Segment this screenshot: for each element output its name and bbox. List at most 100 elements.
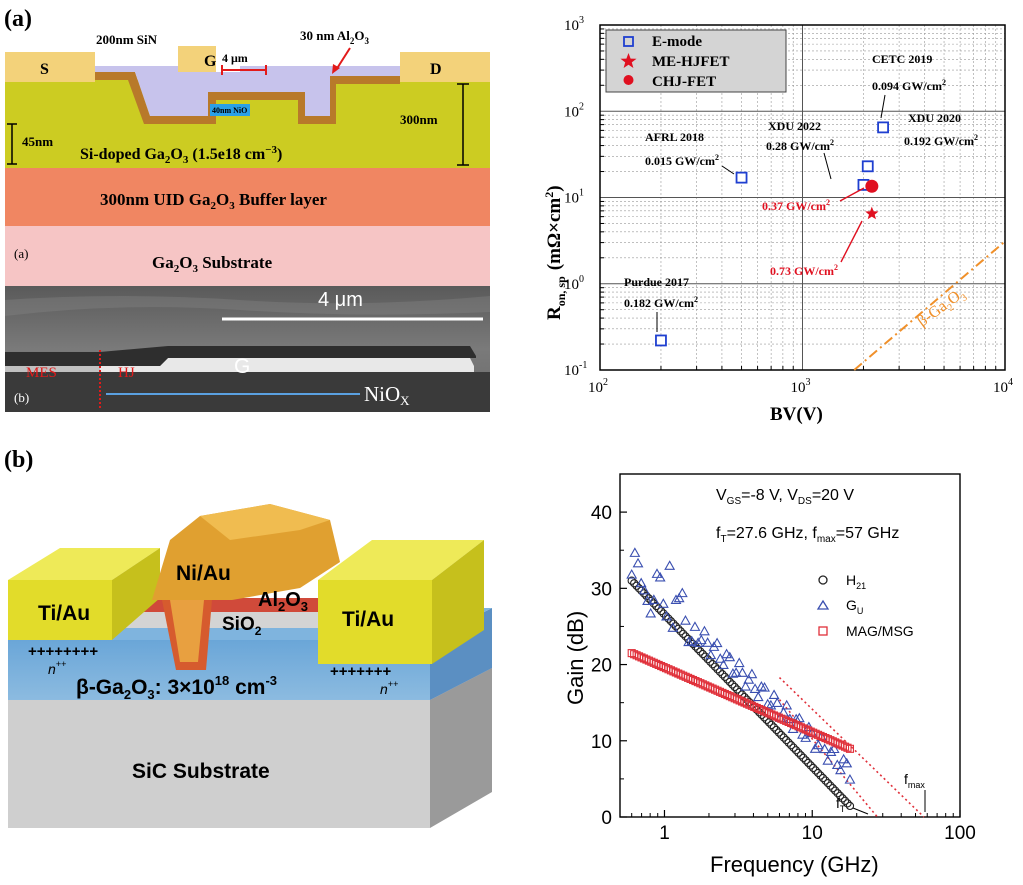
- annotation-xdu-2020-fom: 0.192 GW/cm2: [904, 133, 978, 148]
- gu-point: [740, 680, 752, 691]
- bias-conditions: VGS=-8 V, VDS=20 V: [716, 487, 854, 507]
- gu-point: [736, 667, 748, 677]
- gu-point: [743, 674, 755, 684]
- gu-point: [689, 621, 701, 631]
- annotation-purdue-2017-fom: 0.182 GW/cm2: [624, 295, 698, 310]
- buffer-layer: [5, 168, 490, 226]
- h21-point: [637, 586, 646, 595]
- h21-point: [723, 675, 732, 684]
- h21-point: [772, 725, 781, 735]
- gu-point: [702, 637, 714, 647]
- gu-point: [676, 587, 688, 598]
- h21-point: [632, 581, 641, 590]
- sem-hj-label: HJ: [118, 365, 135, 381]
- ron-bv-points: [655, 121, 889, 347]
- fmax-label: fmax: [904, 771, 925, 790]
- h21-point: [804, 758, 813, 768]
- annotation-cetc-leader: [880, 94, 886, 119]
- h21-point: [630, 579, 639, 588]
- annotation-afrl-2018-fom: 0.015 GW/cm2: [645, 153, 719, 168]
- gu-point: [844, 774, 856, 784]
- h21-point: [767, 720, 776, 730]
- legend-h21-label: H21: [846, 572, 866, 591]
- ti-au-right-side: [432, 540, 484, 664]
- source-label: S: [40, 61, 49, 78]
- gu-point: [626, 568, 638, 579]
- legend-h21-marker: [818, 575, 828, 585]
- al2o3-liner: [95, 72, 400, 124]
- me-hjfet-point: [865, 206, 879, 220]
- annotation-cetc-2019-name: CETC 2019: [872, 52, 932, 66]
- ti-au-right-front: [318, 580, 432, 664]
- ti-au-left-top: [8, 548, 160, 580]
- ti-au-left-side: [112, 548, 160, 640]
- annotation-afrl-2018-name: AFRL 2018: [645, 130, 704, 144]
- h21-point: [796, 751, 806, 760]
- h21-point: [818, 773, 828, 783]
- ron-bv-xlabel: BV(V): [770, 404, 823, 425]
- h21-point: [786, 741, 796, 750]
- ron-bv-legend: E-mode ME-HJFET CHJ-FET: [605, 29, 787, 93]
- gu-point: [831, 759, 843, 770]
- mag-msg-point: [841, 742, 850, 751]
- panel-a-label: (a): [4, 6, 32, 32]
- sem-gate-label: G: [234, 355, 250, 378]
- sin-label: 200nm SiN: [96, 32, 158, 47]
- gain-y-tick-label: 10: [591, 732, 612, 753]
- gu-point: [683, 636, 695, 647]
- substrate-layer-label: Ga2O3 Substrate: [152, 253, 273, 275]
- h21-point: [821, 776, 830, 785]
- gu-point: [654, 571, 666, 582]
- ga2o3-channel-label: β-Ga2O3: 3×1018 cm-3: [76, 673, 277, 702]
- gain-y-tick-label: 30: [591, 579, 612, 600]
- gu-point: [699, 625, 710, 636]
- sem-gate-metal: [100, 358, 474, 372]
- h21-point: [777, 730, 786, 740]
- h21-point: [828, 784, 837, 793]
- gu-point: [755, 681, 767, 691]
- annotation-chjfet-arrow: [839, 187, 865, 202]
- annotation-xdu2022-leader: [823, 152, 832, 180]
- sem-sub-b-label: (b): [14, 390, 29, 405]
- gain-axis-ticks: 1 10 100 0 10 20 30 40: [591, 503, 976, 844]
- sem-mes-label: MES: [26, 365, 57, 381]
- gu-point: [670, 594, 682, 604]
- gu-point: [825, 746, 837, 756]
- sio2-layer: [110, 612, 330, 628]
- gu-point: [727, 668, 739, 678]
- gu-point: [645, 607, 657, 618]
- n-plus-right-label: n++: [380, 679, 398, 697]
- gu-point: [768, 689, 780, 700]
- sic-substrate-side: [430, 668, 492, 828]
- e-mode-point: [877, 121, 889, 134]
- legend-mag-label: MAG/MSG: [846, 623, 914, 639]
- ni-au-gate-highlight: [200, 504, 330, 540]
- gain-x-tick-label: 1: [659, 823, 670, 844]
- h21-point: [801, 756, 810, 765]
- ron-bv-x-tick-label: 104: [993, 377, 1013, 396]
- h21-point: [782, 735, 791, 745]
- h21-point: [769, 723, 779, 732]
- legend-emode-label: E-mode: [652, 34, 702, 50]
- annotation-xdu-2022-name: XDU 2022: [768, 119, 821, 133]
- gain-x-tick-label: 100: [944, 823, 976, 844]
- substrate-layer: [5, 226, 490, 286]
- drain-contact: [400, 52, 490, 82]
- gu-point: [841, 757, 853, 768]
- annotation-chjfet-fom: 0.37 GW/cm2: [762, 198, 830, 213]
- h21-point: [693, 644, 703, 654]
- gu-point: [838, 753, 850, 764]
- annotation-xdu-2022-fom: 0.28 GW/cm2: [766, 138, 834, 153]
- sic-substrate-front: [8, 700, 430, 828]
- gu-point: [629, 547, 641, 557]
- h21-point: [708, 660, 717, 669]
- gu-point: [733, 657, 745, 668]
- ron-bv-y-tick-label: 102: [564, 101, 584, 120]
- h21-point: [674, 624, 683, 633]
- panel-b-label: (b): [4, 447, 33, 473]
- h21-point: [833, 789, 842, 798]
- e-mode-point: [655, 334, 667, 347]
- annotation-mehjfet-arrow: [840, 220, 863, 263]
- sem-left-metal: [5, 366, 100, 372]
- ti-au-left-label: Ti/Au: [38, 602, 90, 625]
